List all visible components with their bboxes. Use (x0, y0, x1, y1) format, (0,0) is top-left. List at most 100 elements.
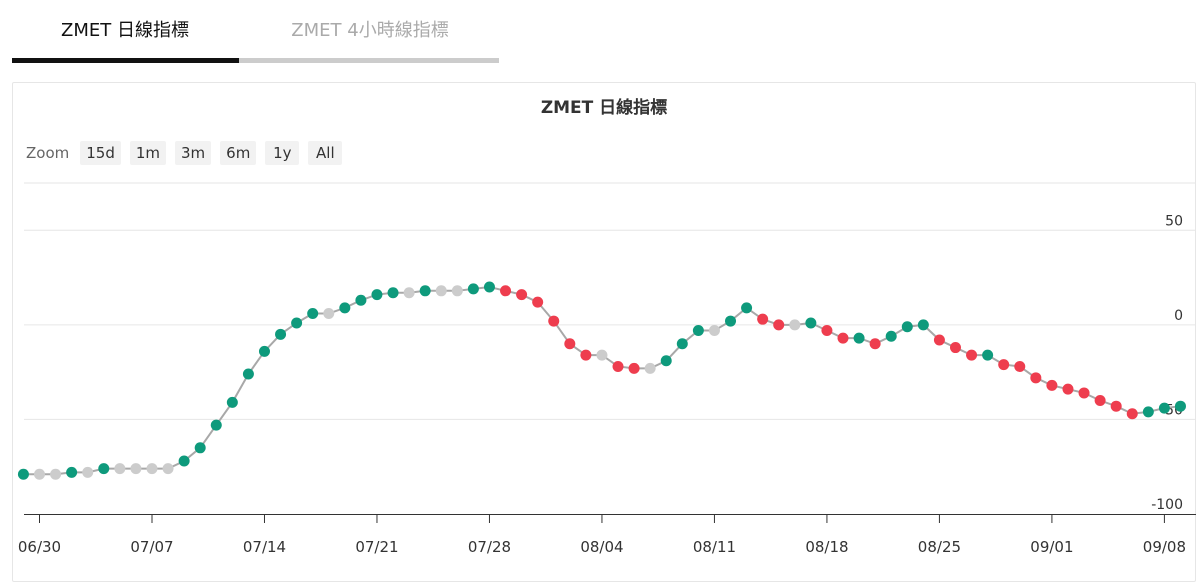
data-point (628, 362, 640, 374)
data-point (532, 296, 544, 308)
data-point (419, 285, 431, 297)
data-point (516, 289, 528, 301)
data-point (676, 338, 688, 350)
data-point (98, 463, 110, 475)
x-tick-label: 09/01 (1030, 538, 1073, 556)
data-point (1014, 360, 1026, 372)
data-point (596, 349, 608, 361)
data-point (901, 321, 913, 333)
data-point (966, 349, 978, 361)
tab-4h-indicator[interactable]: ZMET 4小時線指標 (291, 20, 449, 41)
data-point (387, 287, 399, 299)
data-point (1046, 379, 1058, 391)
data-point (483, 281, 495, 293)
data-point (371, 289, 383, 301)
data-point (1030, 372, 1042, 384)
data-point (853, 332, 865, 344)
x-tick-label: 08/04 (580, 538, 623, 556)
data-point (644, 362, 656, 374)
x-tick-label: 07/07 (130, 538, 173, 556)
data-point (451, 285, 463, 297)
data-point (660, 355, 672, 367)
data-point (949, 342, 961, 354)
data-point (467, 283, 479, 295)
zoom-1y-button[interactable]: 1y (265, 141, 300, 165)
data-point (708, 325, 720, 337)
x-tick-label: 08/11 (693, 538, 736, 556)
chart-title: ZMET 日線指標 (540, 98, 668, 118)
data-point (435, 285, 447, 297)
y-tick-label: -100 (1151, 497, 1183, 513)
data-point (1110, 400, 1122, 412)
data-point (1094, 395, 1106, 407)
data-point (741, 302, 753, 314)
data-point (307, 308, 319, 320)
x-tick-label: 07/14 (243, 538, 286, 556)
data-point (692, 325, 704, 337)
indicator-tabs: ZMET 日線指標 ZMET 4小時線指標 (12, 0, 499, 64)
data-point (998, 359, 1010, 371)
data-point (580, 349, 592, 361)
data-point (1158, 402, 1170, 414)
data-point (1142, 406, 1154, 418)
x-tick-label: 06/30 (18, 538, 61, 556)
data-point (869, 338, 881, 350)
data-point (933, 334, 945, 346)
zoom-label: Zoom (26, 144, 70, 162)
zoom-controls: Zoom 15d 1m 3m 6m 1y All (26, 141, 343, 165)
data-point (50, 468, 62, 480)
data-point (837, 332, 849, 344)
data-point (194, 442, 206, 454)
y-tick-label: 0 (1174, 308, 1183, 324)
zoom-15d-button[interactable]: 15d (80, 141, 121, 165)
data-point (17, 468, 29, 480)
data-point (339, 302, 351, 314)
data-point (162, 463, 174, 475)
data-point (1126, 408, 1138, 420)
x-tick-label: 08/25 (918, 538, 961, 556)
data-point (130, 463, 142, 475)
chart-panel: ZMET 日線指標 Zoom 15d 1m 3m 6m 1y All (12, 82, 1196, 582)
data-point (982, 349, 994, 361)
data-point (66, 466, 78, 478)
data-point (500, 285, 512, 297)
data-point (226, 396, 238, 408)
data-point (275, 328, 287, 340)
data-point (146, 463, 158, 475)
data-point (1174, 400, 1186, 412)
data-point (291, 317, 303, 329)
tab-inactive-indicator-bar (239, 58, 499, 63)
data-point (612, 360, 624, 372)
data-point (917, 319, 929, 331)
data-point (821, 325, 833, 337)
data-point (323, 308, 335, 320)
x-tick-label: 09/08 (1143, 538, 1186, 556)
data-point (34, 468, 45, 480)
data-point (773, 319, 785, 331)
data-point (1078, 387, 1090, 399)
data-point (114, 463, 126, 475)
tab-active-indicator-bar (12, 58, 239, 63)
zoom-1m-button[interactable]: 1m (129, 141, 167, 165)
x-tick-label: 07/28 (468, 538, 511, 556)
x-tick-label: 08/18 (805, 538, 848, 556)
data-point (564, 338, 576, 350)
data-point (258, 345, 270, 357)
zoom-6m-button[interactable]: 6m (220, 141, 257, 165)
data-point (242, 368, 254, 380)
data-point (1062, 383, 1074, 395)
data-point (82, 466, 94, 478)
data-point (805, 317, 817, 329)
data-point (548, 315, 560, 327)
data-point (789, 319, 801, 331)
data-point (725, 315, 737, 327)
x-tick-label: 07/21 (355, 538, 398, 556)
zoom-3m-button[interactable]: 3m (175, 141, 212, 165)
data-point (885, 330, 897, 342)
data-point (355, 294, 367, 306)
tab-daily-indicator[interactable]: ZMET 日線指標 (61, 20, 189, 41)
zoom-all-button[interactable]: All (308, 141, 343, 165)
data-point (210, 419, 222, 431)
data-point (403, 287, 415, 299)
